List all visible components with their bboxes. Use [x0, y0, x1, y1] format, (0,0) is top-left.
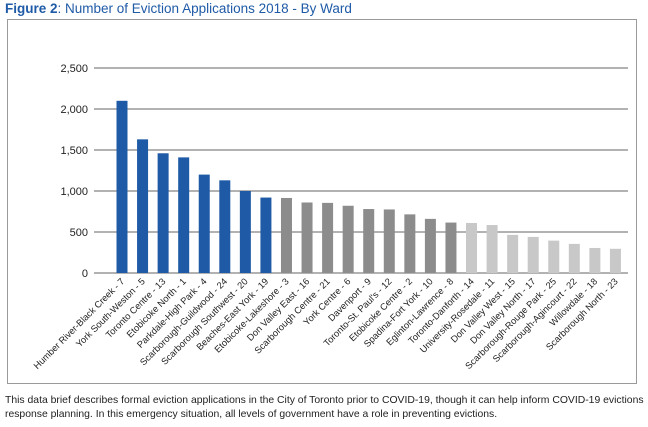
bar — [404, 214, 416, 273]
bar — [527, 236, 539, 273]
bar — [589, 247, 601, 273]
bar — [137, 139, 149, 273]
bar — [486, 225, 498, 273]
figure-title-text: : Number of Eviction Applications 2018 -… — [57, 1, 352, 16]
y-tick-label: 1,000 — [60, 186, 88, 198]
bar — [301, 202, 313, 273]
y-tick-label: 2,500 — [60, 63, 88, 75]
bar — [239, 191, 251, 273]
bar — [568, 243, 580, 273]
caption-text: This data brief describes formal evictio… — [5, 395, 644, 420]
bar — [466, 222, 478, 273]
bar — [280, 197, 292, 273]
bar — [424, 218, 436, 273]
y-tick-label: 500 — [70, 227, 88, 239]
bar — [445, 222, 457, 273]
bar — [219, 180, 231, 273]
y-tick-label: 1,500 — [60, 145, 88, 157]
figure-title-lead: Figure 2 — [5, 1, 58, 16]
bar — [363, 209, 375, 273]
bar — [116, 100, 128, 273]
gridlines — [94, 67, 628, 274]
bar — [322, 202, 334, 273]
figure-title: Figure 2: Number of Eviction Application… — [5, 1, 352, 16]
y-tick-label: 2,000 — [60, 104, 88, 116]
y-tick-label: 0 — [82, 268, 88, 280]
bar — [157, 153, 169, 273]
bar — [198, 174, 210, 273]
bar — [260, 197, 272, 273]
bar — [507, 234, 519, 273]
bar — [342, 205, 354, 273]
bar — [178, 157, 190, 273]
bar — [383, 209, 395, 273]
bar — [548, 240, 560, 273]
bar — [609, 248, 621, 273]
chart-frame: 0 500 1,000 1,500 2,000 2,500 Humber River-Bla… — [7, 19, 637, 384]
